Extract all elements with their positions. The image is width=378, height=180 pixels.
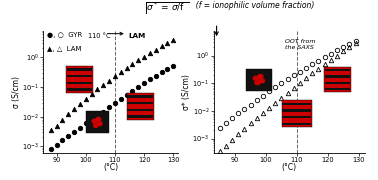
Text: LAM: LAM [128, 33, 145, 39]
FancyBboxPatch shape [66, 66, 93, 93]
Circle shape [91, 118, 98, 124]
FancyBboxPatch shape [325, 69, 350, 71]
FancyBboxPatch shape [282, 100, 312, 127]
X-axis label: (°C): (°C) [282, 163, 297, 172]
Text: ●, ○  GYR: ●, ○ GYR [48, 32, 83, 39]
FancyBboxPatch shape [282, 109, 311, 112]
FancyBboxPatch shape [127, 102, 153, 104]
Text: ▲, △  LAM: ▲, △ LAM [48, 46, 82, 52]
FancyBboxPatch shape [282, 123, 311, 125]
FancyBboxPatch shape [67, 75, 93, 77]
FancyBboxPatch shape [127, 95, 153, 98]
FancyBboxPatch shape [67, 82, 93, 84]
FancyBboxPatch shape [325, 82, 350, 84]
Circle shape [253, 76, 259, 81]
Circle shape [259, 78, 265, 84]
FancyBboxPatch shape [325, 75, 350, 78]
Text: 110 °C: 110 °C [88, 33, 110, 39]
FancyBboxPatch shape [127, 93, 153, 120]
Y-axis label: σ* (S/cm): σ* (S/cm) [182, 74, 191, 110]
FancyBboxPatch shape [325, 88, 350, 90]
FancyBboxPatch shape [67, 68, 93, 71]
FancyBboxPatch shape [282, 103, 311, 105]
Text: $\sigma^*$ = $\sigma$/f: $\sigma^*$ = $\sigma$/f [146, 1, 185, 13]
FancyBboxPatch shape [324, 67, 351, 92]
FancyBboxPatch shape [67, 89, 93, 91]
Circle shape [93, 123, 99, 128]
X-axis label: (°C): (°C) [103, 163, 118, 172]
FancyBboxPatch shape [127, 109, 153, 111]
Circle shape [97, 121, 103, 126]
Circle shape [96, 117, 101, 122]
FancyBboxPatch shape [246, 69, 272, 91]
FancyBboxPatch shape [127, 115, 153, 118]
Y-axis label: σ (S/cm): σ (S/cm) [12, 76, 21, 108]
Text: OOT from
the SAXS: OOT from the SAXS [285, 39, 315, 50]
Circle shape [257, 74, 264, 79]
Text: (f = ionophilic volume fraction): (f = ionophilic volume fraction) [191, 1, 314, 10]
FancyBboxPatch shape [86, 111, 108, 133]
FancyBboxPatch shape [282, 116, 311, 118]
Circle shape [254, 80, 261, 85]
